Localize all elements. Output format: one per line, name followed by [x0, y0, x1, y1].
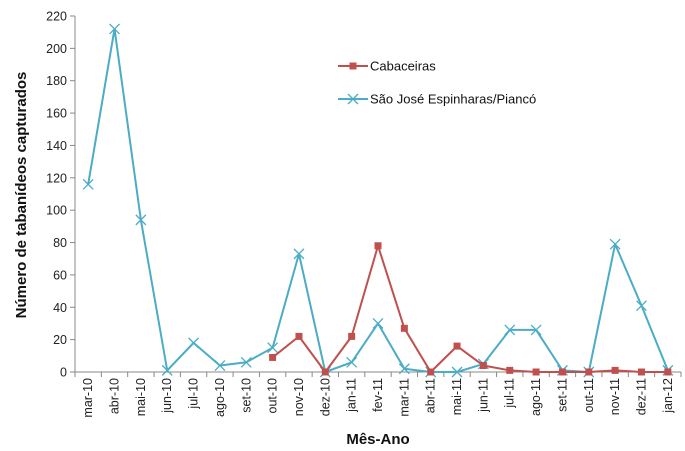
legend-item: Cabaceiras — [338, 59, 436, 74]
y-tick-label: 60 — [53, 268, 67, 282]
x-tick-label: ago-11 — [529, 378, 543, 416]
data-point — [453, 342, 461, 350]
data-point — [479, 362, 487, 370]
data-point — [109, 23, 120, 35]
y-axis: 0 20 40 60 80 100 120 140 160 180 200 220 — [46, 10, 76, 380]
legend-marker — [347, 93, 359, 105]
data-point — [637, 368, 645, 376]
x-tick-label: jul-11 — [503, 378, 517, 409]
x-tick-label: abr-11 — [424, 378, 438, 413]
x-tick-label: jan-12 — [661, 378, 675, 414]
data-point — [532, 368, 540, 376]
y-tick-label: 220 — [46, 10, 67, 24]
y-tick-label: 100 — [46, 204, 67, 218]
data-point — [346, 356, 358, 368]
data-point — [161, 364, 173, 376]
x-tick-label: out-10 — [266, 378, 280, 413]
y-tick-label: 140 — [46, 139, 67, 153]
y-tick-label: 120 — [46, 171, 67, 185]
x-tick-label: fev-11 — [371, 378, 385, 412]
series-area — [82, 23, 674, 378]
legend-item: São José Espinharas/Piancó — [338, 92, 536, 107]
y-tick-label: 180 — [46, 74, 67, 88]
data-point — [400, 324, 408, 332]
data-point — [188, 337, 200, 349]
data-point — [372, 317, 384, 329]
y-tick-label: 0 — [60, 366, 67, 380]
x-tick-label: mar-11 — [397, 378, 411, 417]
data-point — [558, 368, 566, 376]
data-point — [82, 178, 94, 190]
y-tick-label: 40 — [53, 301, 67, 315]
series-cabaceiras — [269, 242, 672, 376]
series-line — [271, 244, 668, 373]
x-tick-label: nov-11 — [608, 378, 622, 415]
data-point — [293, 248, 305, 260]
x-tick-label: jan-11 — [345, 378, 359, 413]
data-point — [609, 238, 621, 250]
x-axis: mar-10 abr-10 mai-10 jun-10 jul-10 ago-10 set-… — [74, 371, 682, 418]
x-tick-label: jun-10 — [160, 378, 174, 414]
legend: Cabaceiras São José Espinharas/Piancó — [338, 59, 536, 107]
x-tick-label: jul-10 — [187, 378, 201, 410]
data-point — [321, 368, 329, 376]
series-sao-jose-espinharas-pianco — [82, 23, 674, 378]
x-tick-label: mai-10 — [134, 378, 148, 416]
x-tick-label: mar-10 — [81, 378, 95, 418]
x-axis-title: Mês-Ano — [346, 431, 409, 448]
data-point — [267, 342, 279, 354]
x-tick-label: mai-11 — [450, 378, 464, 415]
data-point — [135, 214, 147, 226]
y-tick-label: 80 — [53, 236, 67, 250]
data-point — [240, 356, 252, 368]
x-tick-label: jun-11 — [476, 378, 490, 413]
data-point — [348, 332, 356, 340]
legend-marker — [349, 62, 357, 70]
data-point — [585, 368, 593, 376]
data-point — [427, 368, 435, 376]
data-point — [611, 366, 619, 374]
data-point — [530, 324, 542, 336]
data-point — [636, 300, 647, 312]
data-point — [504, 324, 516, 336]
x-tick-label: ago-10 — [213, 378, 227, 417]
x-tick-label: out-11 — [582, 378, 596, 413]
x-tick-label: abr-10 — [108, 378, 122, 414]
x-tick-label: set-11 — [555, 378, 569, 412]
x-tick-label: nov-10 — [292, 378, 306, 416]
legend-label: Cabaceiras — [370, 59, 436, 74]
data-point — [269, 353, 277, 361]
x-tick-label: dez-11 — [634, 378, 648, 415]
legend-label: São José Espinharas/Piancó — [370, 92, 536, 107]
data-point — [506, 366, 514, 374]
y-tick-label: 200 — [46, 42, 67, 56]
data-point — [664, 368, 672, 376]
y-tick-label: 20 — [53, 333, 67, 347]
x-tick-label: dez-10 — [318, 378, 332, 416]
series-line — [87, 27, 669, 373]
y-axis-title: Número de tabanídeos capturados — [13, 72, 30, 319]
data-point — [295, 332, 303, 340]
data-point — [374, 242, 382, 250]
data-point — [451, 366, 463, 378]
data-point — [398, 363, 410, 375]
x-tick-label: set-10 — [239, 378, 253, 413]
data-point — [214, 360, 226, 371]
y-tick-label: 160 — [46, 107, 67, 121]
